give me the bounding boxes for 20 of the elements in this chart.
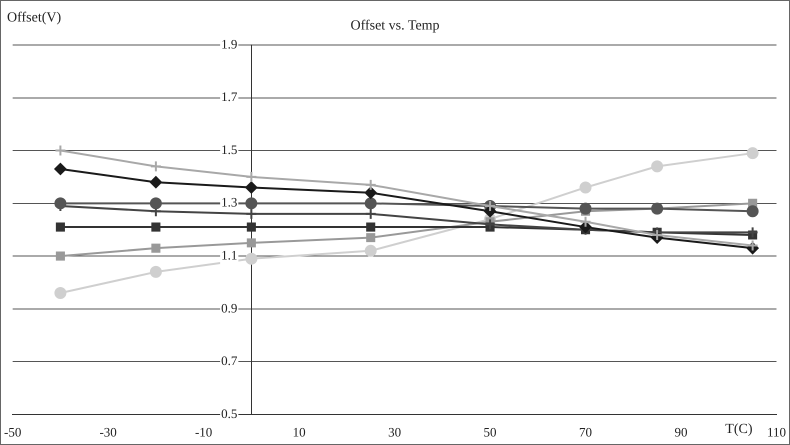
x-tick-label: -30 [99,424,117,440]
y-tick-label: 1.9 [221,36,238,52]
y-tick-label: 1.7 [221,89,238,104]
x-tick-label: 50 [484,424,497,440]
x-tick-label: -50 [4,424,22,440]
x-tick-label: -10 [194,424,212,440]
y-tick-label: 1.1 [221,248,238,263]
x-tick-label: 30 [388,424,402,440]
x-tick-label: 110 [766,424,786,440]
x-axis-title: T(C) [725,422,753,438]
x-tick-label: 90 [674,424,688,440]
y-tick-label: 0.7 [221,353,238,368]
y-tick-label: 1.3 [221,194,238,210]
y-axis-title: Offset(V) [7,10,62,26]
y-tick-label: 0.9 [221,300,238,316]
x-tick-label: 70 [579,424,592,440]
y-tick-label: 0.5 [221,406,238,421]
chart-title: Offset vs. Temp [350,18,440,34]
x-tick-label: 10 [292,424,306,440]
y-tick-label: 1.5 [221,142,238,157]
